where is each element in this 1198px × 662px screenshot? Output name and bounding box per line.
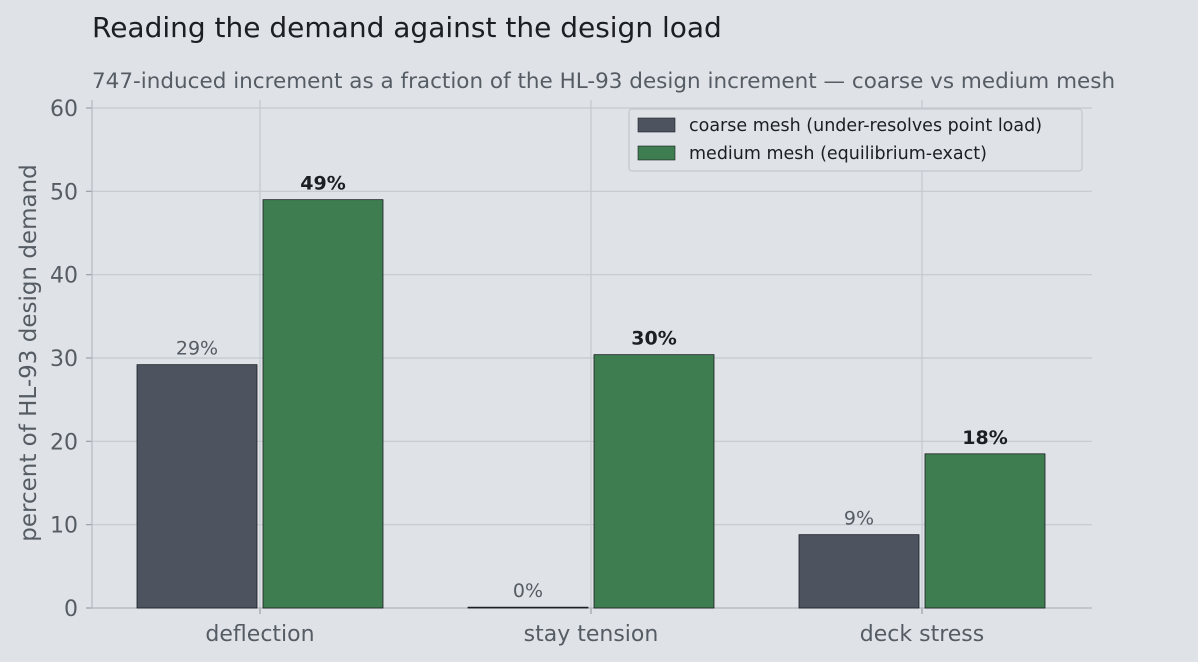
data-labels: 29% 0% 9% 49% 30% 18% — [176, 173, 1008, 603]
y-tick-label: 40 — [50, 264, 78, 289]
tick-labels: 0 10 20 30 40 50 60 deflection stay tension deck … — [50, 97, 984, 647]
y-tick-label: 60 — [50, 97, 78, 122]
medium-data-label: 49% — [300, 173, 345, 195]
gridlines — [92, 100, 1092, 609]
medium-data-label: 18% — [962, 427, 1007, 449]
legend-label-coarse: coarse mesh (under-resolves point load) — [689, 116, 1042, 136]
legend-swatch-medium — [637, 145, 676, 161]
coarse-bar — [798, 534, 920, 609]
chart-title: Reading the demand against the design lo… — [92, 11, 722, 44]
coarse-data-label: 29% — [176, 338, 218, 360]
medium-bar — [262, 199, 384, 609]
medium-data-label: 30% — [631, 328, 676, 350]
coarse-bar — [467, 606, 589, 609]
legend-frame — [628, 108, 1083, 172]
x-tick-label: stay tension — [524, 622, 659, 647]
legend-swatch-coarse — [637, 117, 676, 133]
y-tick-label: 50 — [50, 180, 78, 205]
y-tick-label: 20 — [50, 430, 78, 455]
y-tick-label: 10 — [50, 514, 78, 539]
chart-subtitle: 747-induced increment as a fraction of t… — [92, 69, 1115, 94]
x-tick-label: deck stress — [860, 622, 984, 647]
medium-bar — [593, 354, 715, 609]
coarse-data-label: 0% — [513, 580, 543, 602]
medium-bar — [924, 453, 1046, 609]
y-axis-label: percent of HL-93 design demand — [16, 164, 42, 542]
y-tick-label: 0 — [64, 597, 78, 622]
x-tick-label: deflection — [205, 622, 314, 647]
coarse-bar — [136, 364, 258, 609]
bars — [136, 199, 1046, 609]
y-tick-label: 30 — [50, 347, 78, 372]
coarse-data-label: 9% — [844, 508, 874, 530]
legend-label-medium: medium mesh (equilibrium-exact) — [689, 144, 987, 164]
legend: coarse mesh (under-resolves point load) … — [628, 108, 1083, 172]
